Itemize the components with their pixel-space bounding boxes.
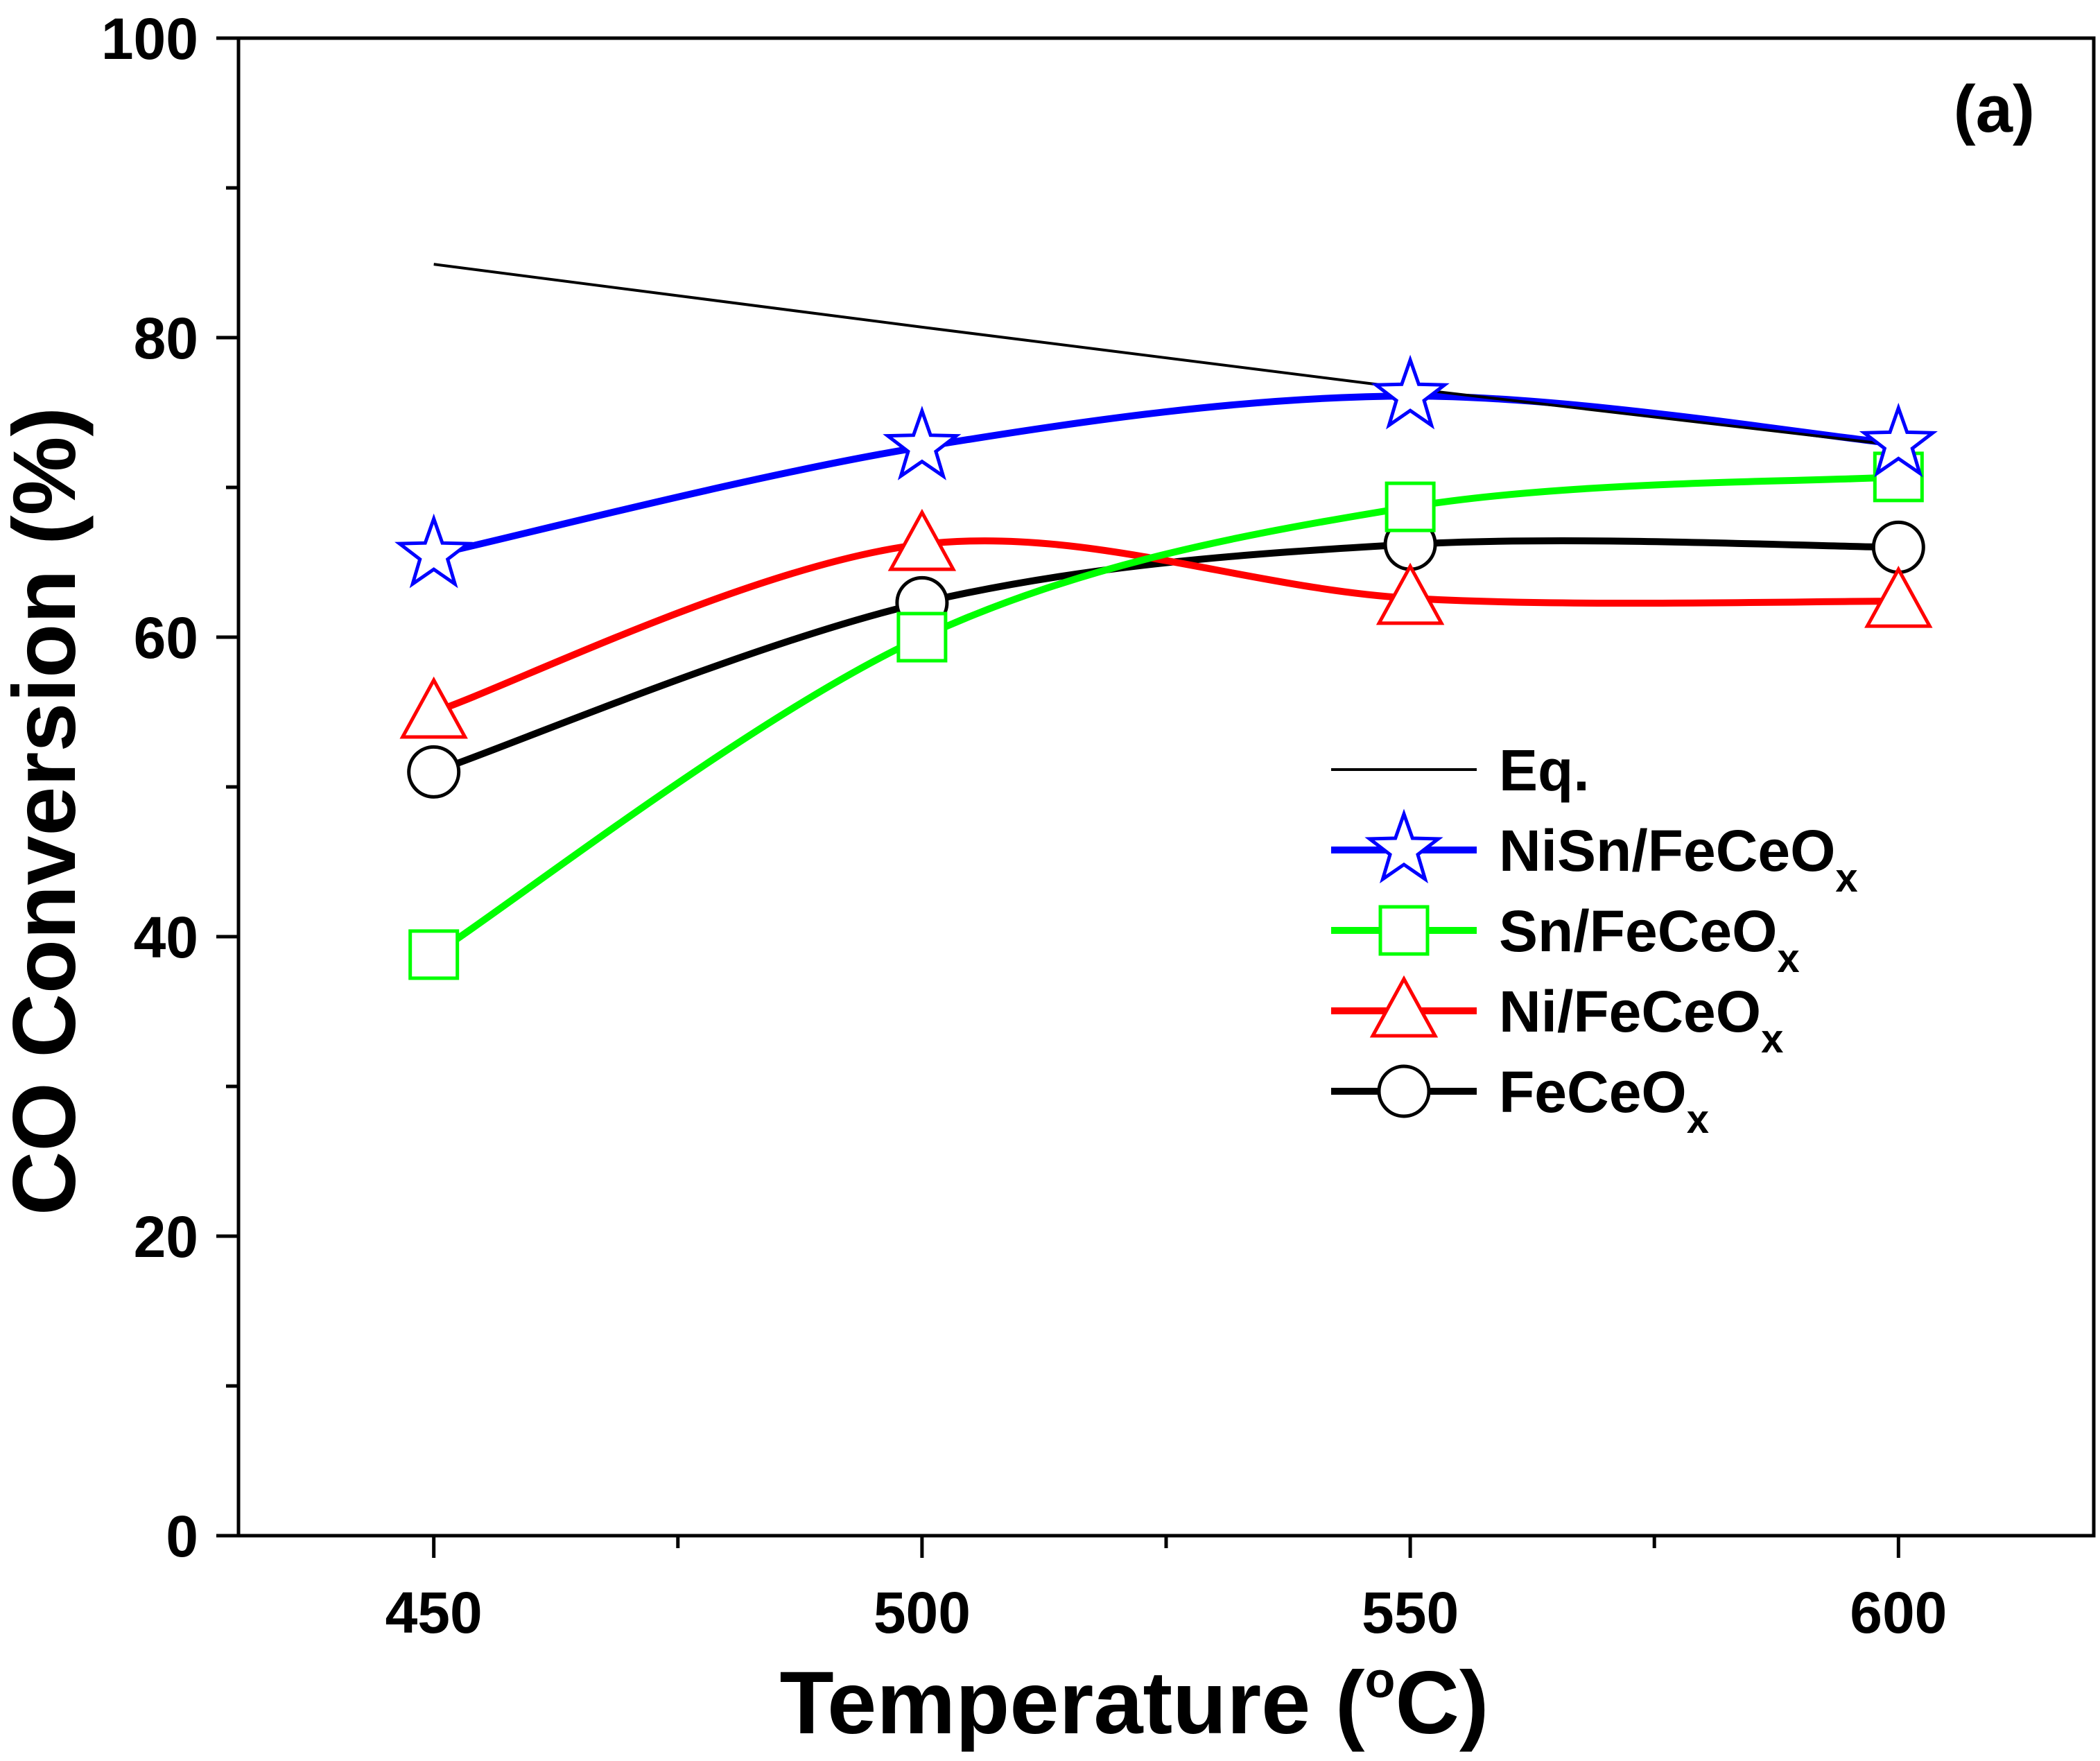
x-tick-label: 550 bbox=[1362, 1580, 1459, 1645]
x-axis-title: Temperature (oC) bbox=[779, 1653, 1489, 1753]
series-layer bbox=[430, 263, 1902, 958]
x-tick-label: 500 bbox=[874, 1580, 971, 1645]
legend-label: NiSn/FeCeOx bbox=[1499, 818, 1858, 901]
legend-marker bbox=[1369, 975, 1439, 1038]
axis-ticks: 450 500 550 600 0 20 40 60 80 100 bbox=[101, 6, 1947, 1645]
y-tick-label: 80 bbox=[134, 306, 198, 371]
legend-marker bbox=[1377, 1064, 1431, 1118]
series-line-feceox bbox=[430, 537, 1902, 776]
x-tick-label: 600 bbox=[1850, 1580, 1947, 1645]
series-line-eq bbox=[433, 263, 1899, 447]
data-point-sn-feceox bbox=[896, 611, 948, 663]
series-line-sn-feceox bbox=[430, 473, 1902, 958]
data-point-feceox bbox=[407, 745, 461, 799]
data-point-nisn-feceox bbox=[1371, 354, 1450, 430]
marker-layer bbox=[394, 354, 1938, 980]
y-axis-title: CO Conversion (%) bbox=[0, 407, 94, 1215]
y-tick-label: 20 bbox=[134, 1204, 198, 1269]
x-axis-title-degree: o bbox=[1365, 1653, 1396, 1708]
x-axis-title-unit: C) bbox=[1395, 1654, 1489, 1753]
data-point-ni-feceox bbox=[887, 508, 957, 571]
legend-label: Ni/FeCeOx bbox=[1499, 979, 1783, 1061]
series-line-nisn-feceox bbox=[430, 392, 1902, 559]
plot-frame bbox=[236, 36, 2096, 1538]
data-point-ni-feceox bbox=[1864, 565, 1933, 628]
data-point-nisn-feceox bbox=[394, 513, 474, 589]
data-point-nisn-feceox bbox=[883, 406, 962, 480]
data-point-ni-feceox bbox=[1376, 562, 1445, 625]
data-point-ni-feceox bbox=[399, 676, 468, 739]
data-point-sn-feceox bbox=[1385, 481, 1436, 532]
panel-label: (a) bbox=[1954, 72, 2035, 146]
legend-label: FeCeOx bbox=[1499, 1059, 1709, 1142]
data-point-nisn-feceox bbox=[1859, 402, 1938, 478]
y-tick-label: 40 bbox=[134, 905, 198, 970]
y-tick-label: 0 bbox=[166, 1504, 198, 1569]
data-point-sn-feceox bbox=[408, 929, 460, 980]
x-axis-title-main: Temperature ( bbox=[779, 1654, 1364, 1753]
y-tick-label: 100 bbox=[101, 6, 198, 71]
legend-label: Eq. bbox=[1499, 738, 1590, 803]
legend-marker bbox=[1364, 808, 1443, 884]
data-point-feceox bbox=[1871, 520, 1925, 574]
x-tick-label: 450 bbox=[385, 1580, 483, 1645]
legend-label: Sn/FeCeOx bbox=[1499, 899, 1800, 981]
y-tick-label: 60 bbox=[134, 605, 198, 670]
legend-marker bbox=[1378, 905, 1430, 956]
